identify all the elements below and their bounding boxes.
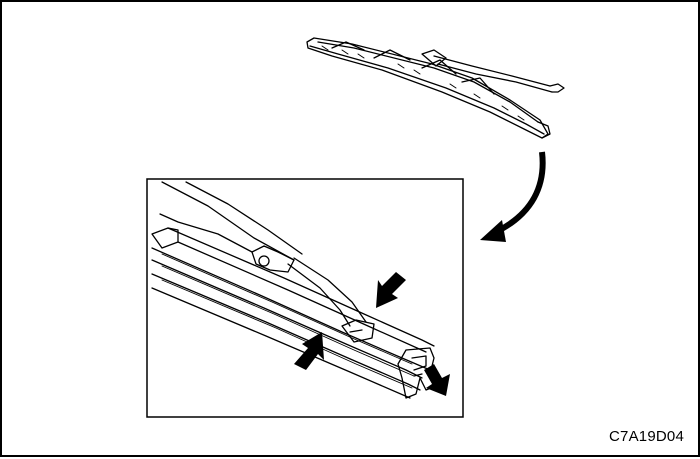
push-arrow-icon xyxy=(376,272,406,308)
curved-arrow-icon xyxy=(480,151,546,242)
push-arrow-icon xyxy=(294,332,324,370)
figure-code: C7A19D04 xyxy=(609,428,684,445)
wiper-blade-assembly-icon xyxy=(306,37,565,139)
pull-out-arrow-icon xyxy=(424,364,450,396)
